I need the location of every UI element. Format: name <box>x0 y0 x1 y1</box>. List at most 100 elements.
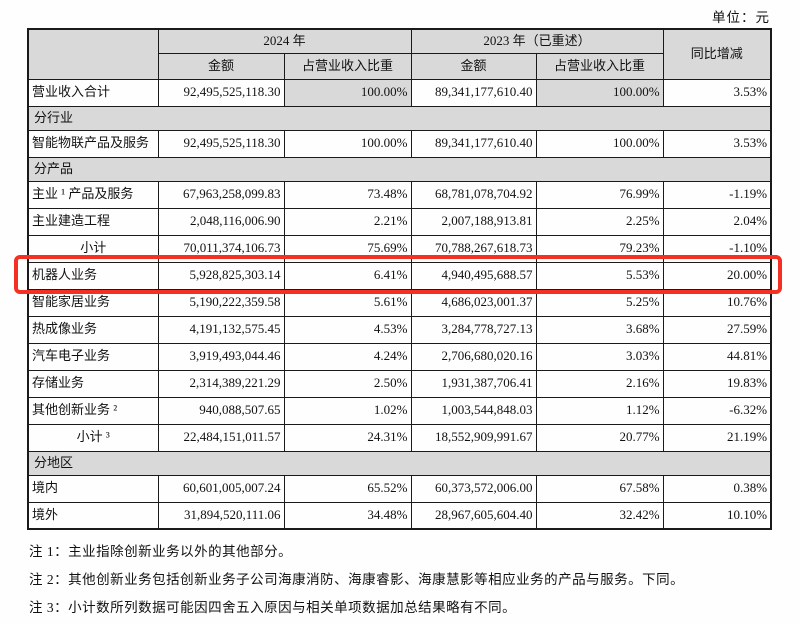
header-year-2024: 2024 年 <box>157 28 412 54</box>
table-row: 境内 60,601,005,007.24 65.52% 60,373,572,006.… <box>27 474 772 503</box>
section-label: 分行业 <box>27 105 772 131</box>
pct-2023: 32.42% <box>535 501 664 530</box>
pct-2024: 65.52% <box>283 474 412 503</box>
row-label: 营业收入合计 <box>27 78 159 107</box>
pct-2023: 76.99% <box>535 180 664 209</box>
pct-2023: 3.68% <box>535 315 664 344</box>
yoy-value: 0.38% <box>662 474 772 503</box>
pct-2024: 100.00% <box>283 129 412 158</box>
pct-2024: 73.48% <box>283 180 412 209</box>
pct-2024: 4.24% <box>283 342 412 371</box>
header-blank <box>27 28 159 80</box>
amount-2024: 60,601,005,007.24 <box>157 474 285 503</box>
yoy-value: -1.19% <box>662 180 772 209</box>
row-label: 存储业务 <box>27 369 159 398</box>
amount-2024: 3,919,493,044.46 <box>157 342 285 371</box>
table-row: 存储业务 2,314,389,221.29 2.50% 1,931,387,706.4… <box>27 369 772 398</box>
row-label: 小计 <box>27 234 159 263</box>
pct-2024: 24.31% <box>283 423 412 452</box>
section-label: 分地区 <box>27 450 772 476</box>
pct-2023: 79.23% <box>535 234 664 263</box>
header-amount-2023: 金额 <box>410 52 537 80</box>
table-row: 智能家居业务 5,190,222,359.58 5.61% 4,686,023,001… <box>27 288 772 317</box>
note-1: 注 1：主业指除创新业务以外的其他部分。 <box>29 544 293 559</box>
revenue-table: 2024 年 2023 年（已重述） 同比增减 金额 占营业收入比重 金额 占营… <box>27 28 773 530</box>
amount-2024: 2,314,389,221.29 <box>157 369 285 398</box>
amount-2024: 940,088,507.65 <box>157 396 285 425</box>
amount-2023: 89,341,177,610.40 <box>410 78 537 107</box>
amount-2023: 60,373,572,006.00 <box>410 474 537 503</box>
pct-2023: 20.77% <box>535 423 664 452</box>
pct-2023: 100.00% <box>535 129 664 158</box>
pct-2024: 34.48% <box>283 501 412 530</box>
amount-2024: 70,011,374,106.73 <box>157 234 285 263</box>
amount-2023: 68,781,078,704.92 <box>410 180 537 209</box>
yoy-value: 3.53% <box>662 78 772 107</box>
section-row: 分产品 <box>27 156 772 182</box>
amount-2023: 28,967,605,604.40 <box>410 501 537 530</box>
table-row: 境外 31,894,520,111.06 34.48% 28,967,605,604.… <box>27 501 772 530</box>
note-2: 注 2：其他创新业务包括创新业务子公司海康消防、海康睿影、海康慧影等相应业务的产… <box>29 572 685 587</box>
row-label: 其他创新业务 ² <box>27 396 159 425</box>
yoy-value: 44.81% <box>662 342 772 371</box>
yoy-value: 3.53% <box>662 129 772 158</box>
table-row: 热成像业务 4,191,132,575.45 4.53% 3,284,778,727.… <box>27 315 772 344</box>
amount-2024: 22,484,151,011.57 <box>157 423 285 452</box>
pct-2023: 1.12% <box>535 396 664 425</box>
header-pct-2023: 占营业收入比重 <box>535 52 664 80</box>
yoy-value: 10.76% <box>662 288 772 317</box>
section-row: 分行业 <box>27 105 772 131</box>
amount-2024: 5,190,222,359.58 <box>157 288 285 317</box>
yoy-value: 10.10% <box>662 501 772 530</box>
pct-2024: 2.50% <box>283 369 412 398</box>
row-label: 智能家居业务 <box>27 288 159 317</box>
amount-2023: 1,931,387,706.41 <box>410 369 537 398</box>
amount-2024: 4,191,132,575.45 <box>157 315 285 344</box>
yoy-value: 20.00% <box>662 261 772 290</box>
amount-2024: 31,894,520,111.06 <box>157 501 285 530</box>
row-label: 汽车电子业务 <box>27 342 159 371</box>
pct-2024: 5.61% <box>283 288 412 317</box>
amount-2023: 18,552,909,991.67 <box>410 423 537 452</box>
amount-2023: 3,284,778,727.13 <box>410 315 537 344</box>
amount-2024: 92,495,525,118.30 <box>157 78 285 107</box>
yoy-value: 21.19% <box>662 423 772 452</box>
header-pct-2024: 占营业收入比重 <box>283 52 412 80</box>
amount-2023: 1,003,544,848.03 <box>410 396 537 425</box>
amount-2023: 4,686,023,001.37 <box>410 288 537 317</box>
table-row: 智能物联产品及服务 92,495,525,118.30 100.00% 89,341,… <box>27 129 772 158</box>
note-3: 注 3：小计数所列数据可能因四舍五入原因与相关单项数据加总结果略有不同。 <box>29 600 517 615</box>
yoy-value: 27.59% <box>662 315 772 344</box>
row-label: 主业建造工程 <box>27 207 159 236</box>
table-body: 营业收入合计 92,495,525,118.30 100.00% 89,341,177… <box>27 78 772 530</box>
yoy-value: 19.83% <box>662 369 772 398</box>
unit-label: 单位：元 <box>712 10 770 25</box>
pct-2023: 2.25% <box>535 207 664 236</box>
amount-2024: 92,495,525,118.30 <box>157 129 285 158</box>
amount-2023: 4,940,495,688.57 <box>410 261 537 290</box>
pct-2024: 6.41% <box>283 261 412 290</box>
table-row-highlighted: 机器人业务 5,928,825,303.14 6.41% 4,940,495,688.… <box>27 261 772 290</box>
amount-2024: 2,048,116,006.90 <box>157 207 285 236</box>
pct-2023: 100.00% <box>535 78 664 107</box>
amount-2024: 5,928,825,303.14 <box>157 261 285 290</box>
header-amount-2024: 金额 <box>157 52 285 80</box>
header-yoy: 同比增减 <box>662 28 772 80</box>
table-row: 汽车电子业务 3,919,493,044.46 4.24% 2,706,680,020… <box>27 342 772 371</box>
table-row: 其他创新业务 ² 940,088,507.65 1.02% 1,003,544,848… <box>27 396 772 425</box>
table-row: 小计 ³ 22,484,151,011.57 24.31% 18,552,909,99… <box>27 423 772 452</box>
yoy-value: -6.32% <box>662 396 772 425</box>
row-label: 热成像业务 <box>27 315 159 344</box>
table-row: 主业 ¹ 产品及服务 67,963,258,099.83 73.48% 68,781,… <box>27 180 772 209</box>
pct-2023: 5.25% <box>535 288 664 317</box>
yoy-value: 2.04% <box>662 207 772 236</box>
pct-2024: 1.02% <box>283 396 412 425</box>
row-label: 境内 <box>27 474 159 503</box>
pct-2023: 5.53% <box>535 261 664 290</box>
section-row: 分地区 <box>27 450 772 476</box>
pct-2024: 4.53% <box>283 315 412 344</box>
amount-2023: 89,341,177,610.40 <box>410 129 537 158</box>
pct-2024: 75.69% <box>283 234 412 263</box>
pct-2023: 67.58% <box>535 474 664 503</box>
